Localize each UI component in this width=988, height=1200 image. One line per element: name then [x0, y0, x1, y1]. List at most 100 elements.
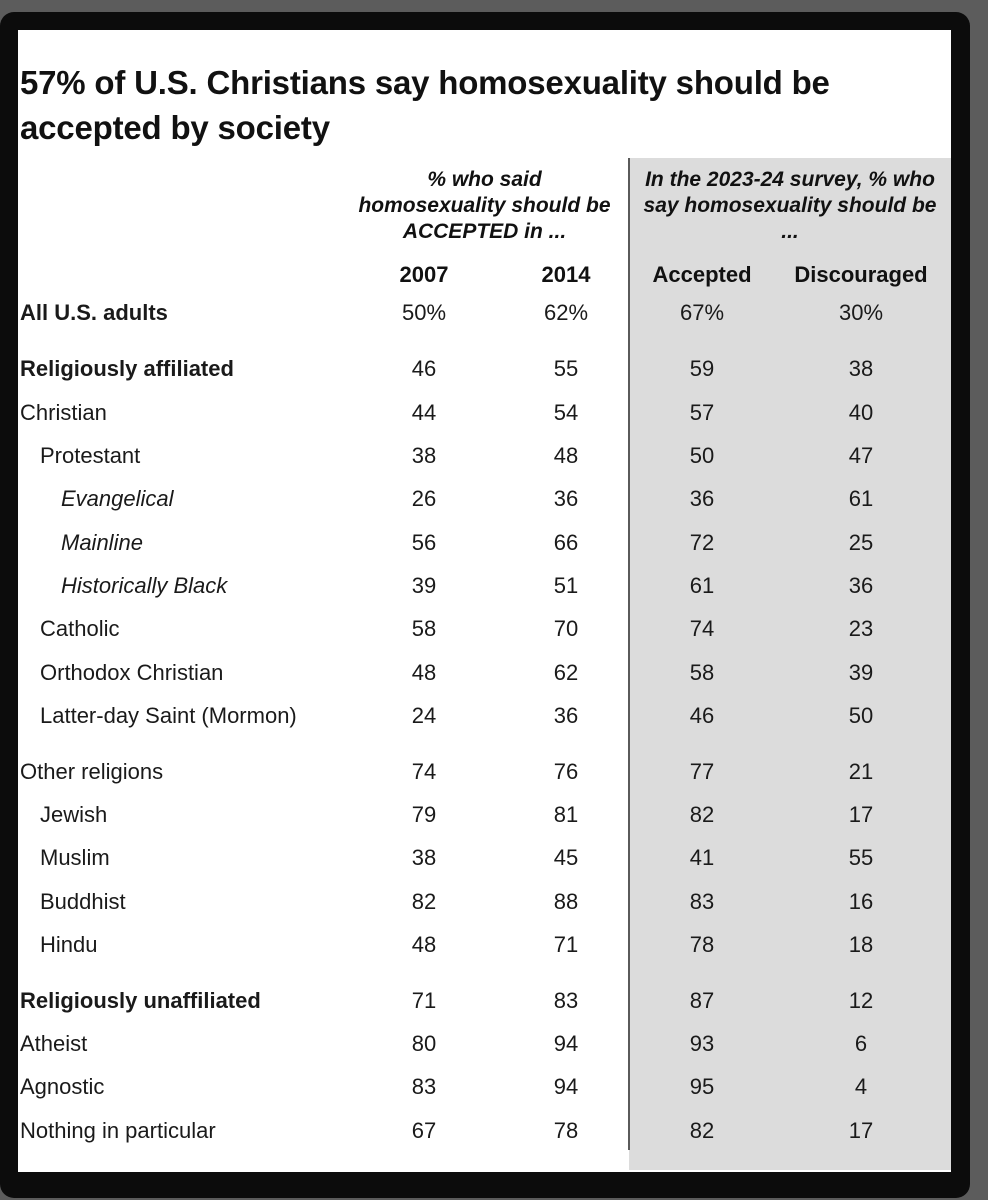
value-accepted: 59: [689, 356, 715, 381]
row-label: Historically Black: [61, 573, 228, 598]
value-2007: 82: [411, 889, 437, 914]
table-row: Religiously affiliated 46 55 59 38: [18, 352, 951, 386]
value-accepted: 72: [689, 530, 715, 555]
table-row: Atheist 80 94 93 6: [18, 1027, 951, 1061]
value-2014: 45: [553, 845, 579, 870]
row-label: Orthodox Christian: [40, 660, 224, 685]
row-label: Muslim: [40, 845, 110, 870]
col-header-discouraged: Discouraged: [794, 262, 928, 287]
value-2014: 48: [553, 443, 579, 468]
value-discouraged: 17: [848, 1118, 874, 1143]
value-2014: 83: [553, 988, 579, 1013]
row-label: Christian: [20, 400, 107, 425]
table-row: All U.S. adults 50% 62% 67% 30%: [18, 296, 951, 330]
value-2007: 26: [411, 486, 437, 511]
value-accepted: 57: [689, 400, 715, 425]
row-label: All U.S. adults: [20, 300, 168, 325]
table-row: Catholic 58 70 74 23: [18, 612, 951, 646]
value-2014: 51: [553, 573, 579, 598]
value-2014: 62: [553, 660, 579, 685]
value-accepted: 50: [689, 443, 715, 468]
table-row: Jewish 79 81 82 17: [18, 798, 951, 832]
row-label: Protestant: [40, 443, 141, 468]
value-discouraged: 38: [848, 356, 874, 381]
chart-title: 57% of U.S. Christians say homosexuality…: [20, 64, 830, 146]
current-survey-shading: [629, 158, 951, 1170]
value-2014: 54: [553, 400, 579, 425]
value-discouraged: 61: [848, 486, 874, 511]
table-row: Religiously unaffiliated 71 83 87 12: [18, 984, 951, 1018]
table-row: Historically Black 39 51 61 36: [18, 569, 951, 603]
value-discouraged: 50: [848, 703, 874, 728]
value-2007: 79: [411, 802, 437, 827]
table-row: Nothing in particular 67 78 82 17: [18, 1114, 951, 1148]
row-label: Nothing in particular: [20, 1118, 216, 1143]
row-label: Other religions: [20, 759, 164, 784]
value-2014: 62%: [543, 300, 589, 325]
value-2014: 55: [553, 356, 579, 381]
value-2014: 88: [553, 889, 579, 914]
value-accepted: 95: [689, 1074, 715, 1099]
table-row: Christian 44 54 57 40: [18, 396, 951, 430]
value-2007: 46: [411, 356, 437, 381]
value-2007: 83: [411, 1074, 437, 1099]
table-row: Latter-day Saint (Mormon) 24 36 46 50: [18, 699, 951, 733]
value-discouraged: 36: [848, 573, 874, 598]
value-discouraged: 40: [848, 400, 874, 425]
table-row: Agnostic 83 94 95 4: [18, 1070, 951, 1104]
row-label: Agnostic: [20, 1074, 105, 1099]
value-accepted: 83: [689, 889, 715, 914]
value-2007: 44: [411, 400, 437, 425]
col-header-2007: 2007: [399, 262, 449, 287]
value-discouraged: 39: [848, 660, 874, 685]
chart-card: 57% of U.S. Christians say homosexuality…: [18, 30, 951, 1172]
value-discouraged: 30%: [838, 300, 884, 325]
row-label: Evangelical: [61, 486, 174, 511]
table-row: Muslim 38 45 41 55: [18, 841, 951, 875]
col-header-2014: 2014: [541, 262, 591, 287]
row-label: Buddhist: [40, 889, 126, 914]
value-2007: 80: [411, 1031, 437, 1056]
table-row: Evangelical 26 36 36 61: [18, 482, 951, 516]
row-label: Religiously affiliated: [20, 356, 234, 381]
value-accepted: 87: [689, 988, 715, 1013]
value-2007: 71: [411, 988, 437, 1013]
table-row: Hindu 48 71 78 18: [18, 928, 951, 962]
value-2014: 71: [553, 932, 579, 957]
current-survey-header: In the 2023-24 survey, % who say homosex…: [643, 168, 937, 243]
value-discouraged: 47: [848, 443, 874, 468]
table-row: Mainline 56 66 72 25: [18, 526, 951, 560]
value-accepted: 82: [689, 802, 715, 827]
value-discouraged: 12: [848, 988, 874, 1013]
value-2014: 36: [553, 703, 579, 728]
value-accepted: 78: [689, 932, 715, 957]
value-2007: 38: [411, 845, 437, 870]
value-discouraged: 6: [854, 1031, 868, 1056]
value-accepted: 93: [689, 1031, 715, 1056]
value-accepted: 82: [689, 1118, 715, 1143]
value-2007: 74: [411, 759, 437, 784]
value-accepted: 67%: [679, 300, 725, 325]
value-discouraged: 4: [854, 1074, 868, 1099]
value-2014: 94: [553, 1031, 579, 1056]
value-2007: 48: [411, 932, 437, 957]
value-2014: 94: [553, 1074, 579, 1099]
row-label: Jewish: [40, 802, 108, 827]
value-discouraged: 16: [848, 889, 874, 914]
value-2014: 66: [553, 530, 579, 555]
value-2007: 48: [411, 660, 437, 685]
value-2007: 56: [411, 530, 437, 555]
value-2007: 39: [411, 573, 437, 598]
value-2014: 36: [553, 486, 579, 511]
value-2007: 58: [411, 616, 437, 641]
value-discouraged: 25: [848, 530, 874, 555]
value-accepted: 41: [689, 845, 715, 870]
value-2007: 38: [411, 443, 437, 468]
value-accepted: 46: [689, 703, 715, 728]
value-2014: 76: [553, 759, 579, 784]
row-label: Religiously unaffiliated: [20, 988, 261, 1013]
table-row: Other religions 74 76 77 21: [18, 755, 951, 789]
value-discouraged: 55: [848, 845, 874, 870]
value-accepted: 61: [689, 573, 715, 598]
value-2014: 81: [553, 802, 579, 827]
